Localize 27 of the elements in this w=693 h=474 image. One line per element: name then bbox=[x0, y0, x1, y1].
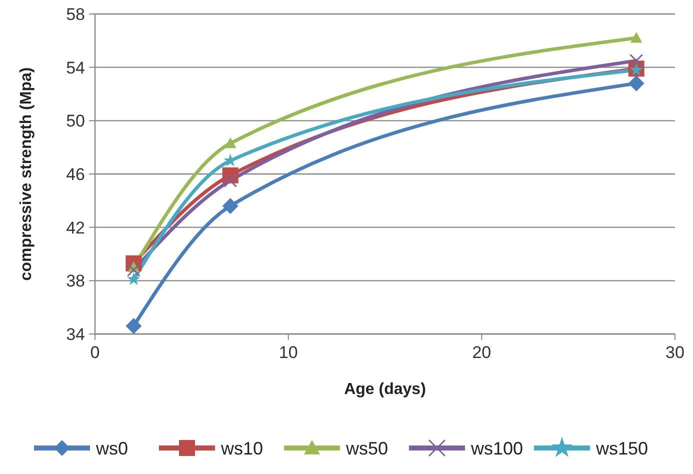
y-tick-label: 50 bbox=[66, 112, 85, 131]
legend-label: ws50 bbox=[345, 438, 388, 458]
x-axis-title: Age (days) bbox=[344, 381, 426, 398]
y-tick-label: 38 bbox=[66, 272, 85, 291]
point bbox=[126, 263, 140, 277]
point bbox=[628, 75, 644, 92]
y-tick-label: 58 bbox=[66, 4, 85, 24]
point bbox=[126, 318, 142, 334]
point bbox=[630, 32, 642, 43]
x-tick-label: 20 bbox=[472, 343, 492, 362]
x-tick-label: 0 bbox=[90, 343, 100, 362]
legend-label: ws100 bbox=[470, 438, 524, 458]
y-tick-label: 42 bbox=[66, 218, 85, 238]
point bbox=[222, 198, 238, 214]
legend-label: ws150 bbox=[595, 438, 648, 458]
y-tick-label: 54 bbox=[66, 58, 85, 78]
x-tick-label: 10 bbox=[278, 343, 298, 362]
legend-label: ws10 bbox=[220, 438, 264, 458]
point bbox=[630, 54, 644, 68]
point bbox=[224, 137, 236, 148]
y-axis-title: compressive strength (Mpa) bbox=[18, 67, 35, 281]
point bbox=[127, 272, 140, 285]
y-tick-label: 34 bbox=[66, 324, 85, 344]
x-tick-label: 30 bbox=[666, 343, 684, 362]
y-tick-label: 46 bbox=[66, 164, 85, 184]
legend-label: ws0 bbox=[95, 438, 128, 458]
point bbox=[224, 174, 238, 188]
